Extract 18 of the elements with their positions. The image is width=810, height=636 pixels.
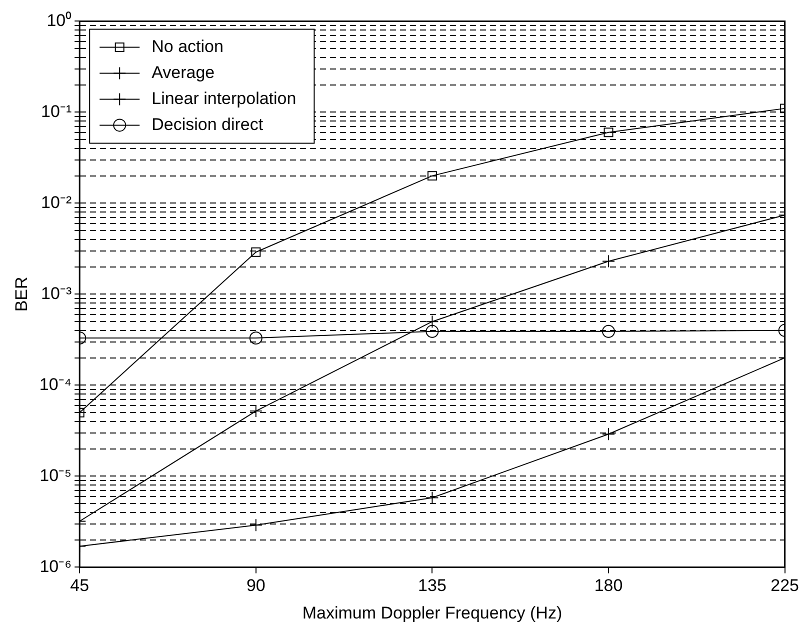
legend-label: Linear interpolation bbox=[152, 88, 296, 108]
y-tick-label: 10⁻¹ bbox=[41, 102, 72, 121]
x-tick-label: 180 bbox=[594, 576, 623, 596]
y-tick-label: 10⁻³ bbox=[41, 284, 72, 303]
y-tick-label: 10⁻⁶ bbox=[40, 556, 72, 576]
legend-label: Decision direct bbox=[152, 114, 264, 134]
x-tick-label: 45 bbox=[70, 576, 90, 596]
y-axis-title: BER bbox=[12, 276, 31, 312]
x-axis-title: Maximum Doppler Frequency (Hz) bbox=[302, 603, 562, 622]
x-tick-label: 90 bbox=[246, 576, 266, 596]
y-tick-label: 10⁻⁵ bbox=[40, 466, 72, 485]
y-tick-label: 10⁰ bbox=[46, 10, 72, 30]
x-tick-label: 135 bbox=[418, 576, 446, 596]
legend-label: No action bbox=[152, 36, 224, 56]
legend-label: Average bbox=[152, 62, 215, 82]
y-tick-label: 10⁻⁴ bbox=[39, 374, 72, 394]
x-tick-label: 225 bbox=[770, 576, 800, 596]
y-tick-label: 10⁻² bbox=[41, 192, 72, 212]
